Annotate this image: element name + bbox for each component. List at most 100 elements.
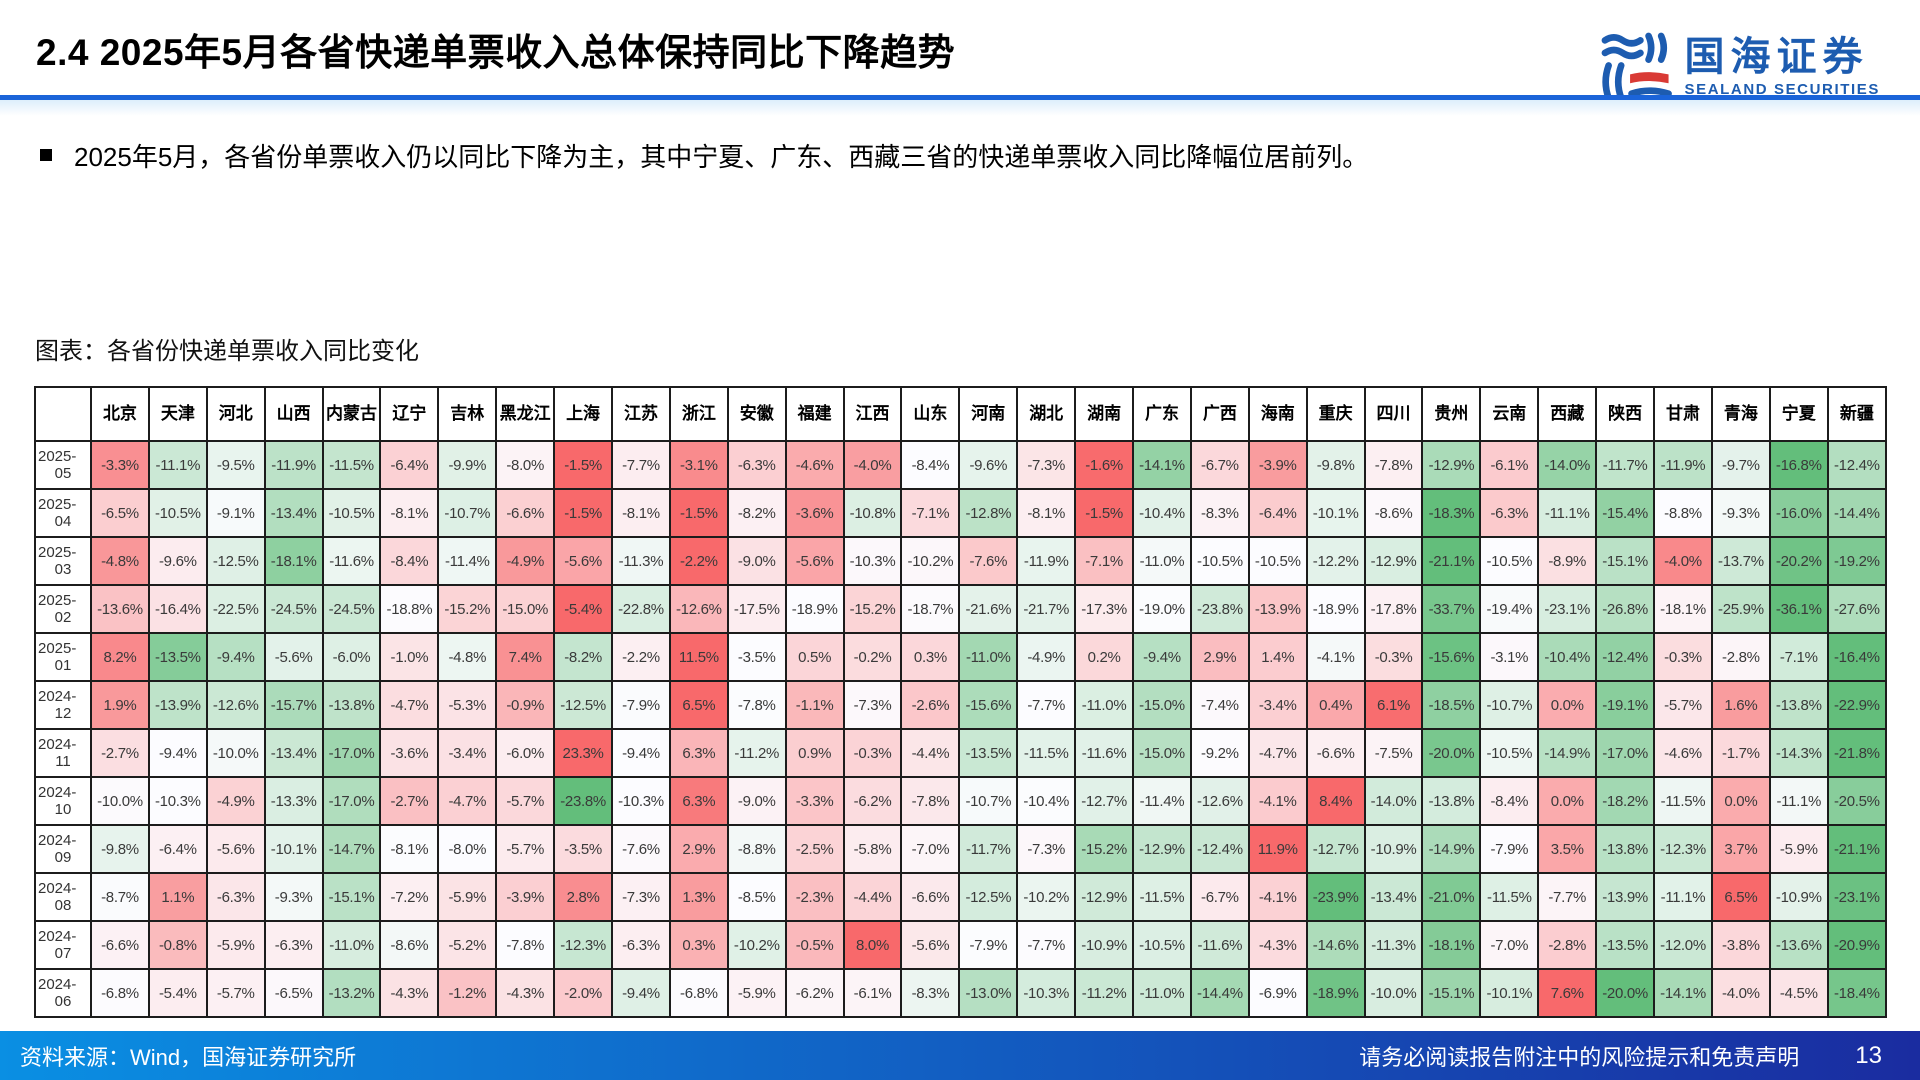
heat-cell: -12.4% [1595,632,1656,682]
heat-cell: -1.6% [1074,440,1135,490]
heat-cell: -5.2% [437,920,498,970]
heat-cell: -10.7% [958,776,1019,826]
heat-cell: -18.8% [379,584,440,634]
heat-cell: -8.4% [1479,776,1540,826]
heat-cell: 1.3% [668,872,729,922]
heat-cell: -6.8% [90,968,150,1018]
heat-cell: -14.3% [1768,728,1829,778]
heat-cell: 0.5% [784,632,845,682]
column-header-山西: 山西 [263,386,324,442]
heat-cell: -18.4% [1826,968,1888,1018]
heat-cell: -6.6% [90,920,150,970]
column-header-湖南: 湖南 [1074,386,1135,442]
heat-cell: -13.0% [958,968,1019,1018]
heat-cell: 6.1% [1363,680,1424,730]
heat-cell: -15.6% [958,680,1019,730]
heat-cell: -7.1% [1768,632,1829,682]
heat-cell: -10.3% [842,536,903,586]
heat-cell: 3.7% [1710,824,1771,874]
heat-cell: -6.4% [147,824,208,874]
column-header-江西: 江西 [842,386,903,442]
title-divider-glow [0,100,1920,116]
heat-cell: -20.5% [1826,776,1888,826]
heat-cell: -9.4% [611,728,671,778]
page-title: 2.4 2025年5月各省快递单票收入总体保持同比下降趋势 [36,32,956,73]
column-header-福建: 福建 [784,386,845,442]
heat-cell: -8.2% [553,632,614,682]
heat-cell: -12.4% [1189,824,1250,874]
heat-cell: -3.6% [784,488,845,538]
heat-cell: -8.5% [726,872,787,922]
column-header-江苏: 江苏 [611,386,671,442]
row-header: 2024- 06 [34,968,92,1018]
heat-cell: -12.6% [205,680,266,730]
column-header-北京: 北京 [90,386,150,442]
heat-cell: -6.7% [1189,872,1250,922]
heat-cell: -17.0% [321,728,382,778]
heat-cell: -2.8% [1537,920,1598,970]
heat-cell: -5.6% [205,824,266,874]
heat-cell: -8.4% [900,440,961,490]
heat-cell: -3.4% [437,728,498,778]
heat-cell: -14.0% [1537,440,1598,490]
heat-cell: -12.9% [1074,872,1135,922]
heat-cell: -7.4% [1189,680,1250,730]
heat-cell: -6.1% [842,968,903,1018]
heat-cell: -5.9% [437,872,498,922]
heat-cell: 11.9% [1247,824,1308,874]
heat-cell: -17.5% [726,584,787,634]
heat-cell: -0.3% [1363,632,1424,682]
heat-cell: -18.9% [1305,968,1366,1018]
heat-cell: -2.0% [553,968,614,1018]
heat-cell: -6.1% [1479,440,1540,490]
heat-cell: -2.2% [668,536,729,586]
heat-cell: -17.8% [1363,584,1424,634]
heat-cell: -7.6% [958,536,1019,586]
heat-cell: -2.7% [90,728,150,778]
heat-cell: -14.7% [321,824,382,874]
heat-cell: -12.0% [1653,920,1713,970]
heat-cell: -0.8% [147,920,208,970]
column-header-吉林: 吉林 [437,386,498,442]
heat-cell: -12.5% [958,872,1019,922]
heat-cell: -15.7% [263,680,324,730]
heat-cell: -13.3% [263,776,324,826]
heat-cell: -10.3% [147,776,208,826]
column-header-西藏: 西藏 [1537,386,1598,442]
heat-cell: -7.9% [611,680,671,730]
heat-cell: -6.7% [1189,440,1250,490]
heat-cell: -15.0% [1132,728,1192,778]
heat-cell: -13.6% [90,584,150,634]
heat-cell: -0.5% [784,920,845,970]
heat-cell: -15.2% [1074,824,1135,874]
heat-cell: -3.9% [1247,440,1308,490]
table-row-2025-02: 2025- 02 -13.6% -16.4% -22.5% -24.5% -24.5% -18… [34,584,1888,634]
heat-cell: -10.9% [1074,920,1135,970]
row-header: 2024- 11 [34,728,92,778]
table-row-2024-07: 2024- 07 -6.6% -0.8% -5.9% -6.3% -11.0% -8.6% -5… [34,920,1888,970]
heat-cell: -13.8% [1421,776,1482,826]
heat-cell: 6.5% [1710,872,1771,922]
heat-cell: -4.7% [379,680,440,730]
footer-bar: 资料来源：Wind，国海证券研究所 请务必阅读报告附注中的风险提示和免责声明 1… [0,1031,1920,1080]
heat-cell: -6.0% [321,632,382,682]
heat-cell: -12.3% [553,920,614,970]
heat-cell: -12.4% [1826,440,1888,490]
heat-cell: -10.5% [1189,536,1250,586]
heat-cell: -12.2% [1305,536,1366,586]
heat-cell: -5.4% [553,584,614,634]
heat-cell: -2.5% [784,824,845,874]
heat-cell: -5.7% [1653,680,1713,730]
column-header-山东: 山东 [900,386,961,442]
heat-cell: -11.6% [1074,728,1135,778]
heat-cell: -18.5% [1421,680,1482,730]
heat-cell: -0.3% [1653,632,1713,682]
heat-cell: -6.3% [611,920,671,970]
heat-cell: -20.9% [1826,920,1888,970]
heat-cell: -18.2% [1595,776,1656,826]
heat-cell: -7.3% [1016,440,1077,490]
heat-cell: -9.6% [958,440,1019,490]
heat-cell: -6.6% [495,488,556,538]
heat-cell: -13.9% [1595,872,1656,922]
heat-cell: -7.0% [1479,920,1540,970]
